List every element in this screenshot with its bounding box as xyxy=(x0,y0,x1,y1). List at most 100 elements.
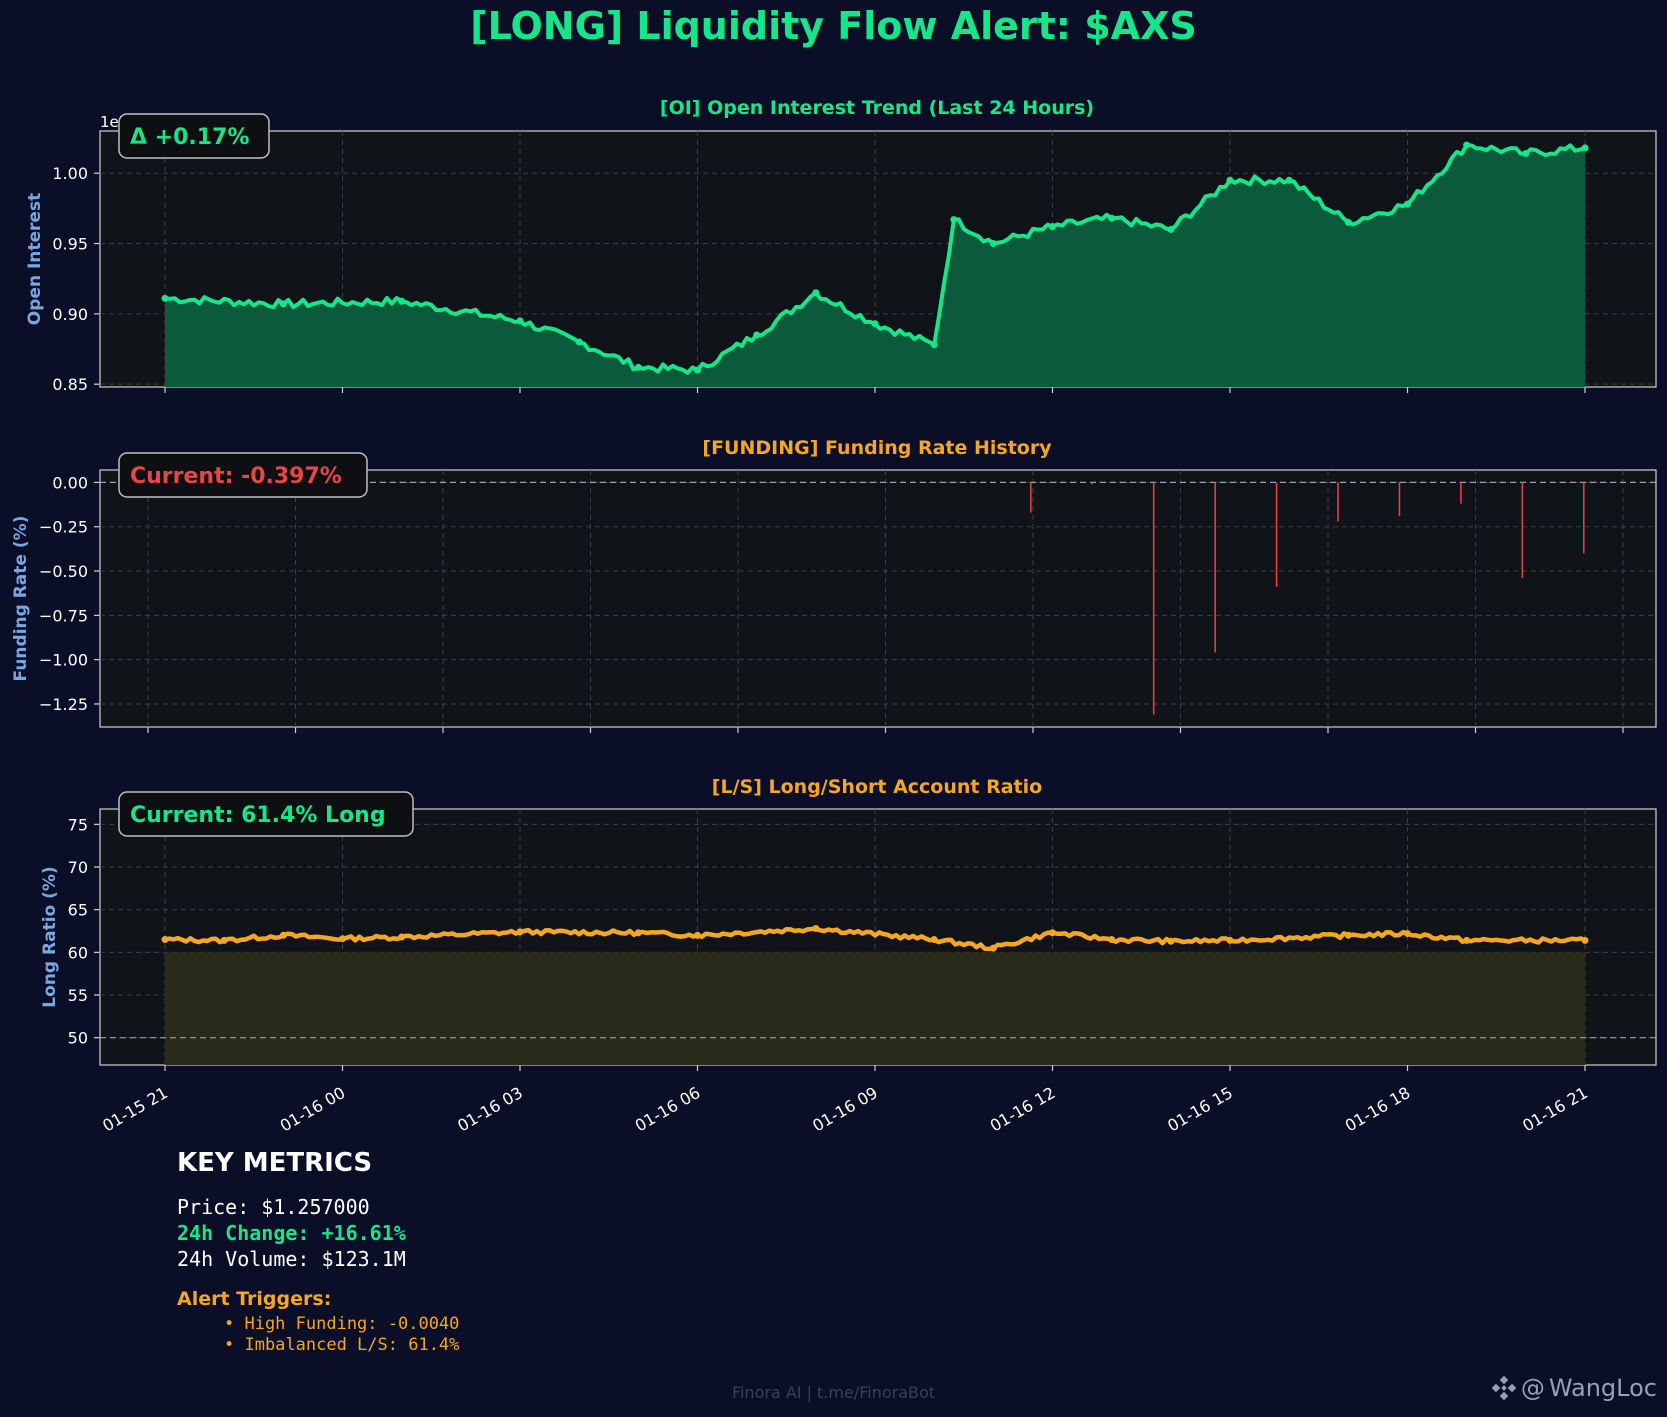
trigger-imbalanced-ls: • Imbalanced L/S: 61.4% xyxy=(224,1335,460,1355)
page-title: [LONG] Liquidity Flow Alert: $AXS xyxy=(470,4,1197,48)
oi-point xyxy=(1404,200,1411,208)
long-ratio-point xyxy=(1344,931,1352,939)
y-tick-label: 0.90 xyxy=(52,305,88,324)
y-tick-label: −1.00 xyxy=(39,651,88,670)
annotation-box xyxy=(118,452,368,498)
y-tick-label: 50 xyxy=(68,1029,88,1048)
annotation-box xyxy=(118,791,414,837)
long-ratio-point xyxy=(694,931,701,939)
annotation-text: Current: -0.397% xyxy=(130,464,342,489)
oi-point xyxy=(1344,218,1352,226)
oi-point xyxy=(930,341,938,349)
key-metrics-heading: KEY METRICS xyxy=(177,1148,373,1178)
oi-point xyxy=(634,363,642,371)
trigger-high-funding: • High Funding: -0.0040 xyxy=(224,1314,460,1334)
oi-point xyxy=(1049,223,1056,231)
x-tick-label: 01-16 06 xyxy=(632,1083,704,1135)
y-axis-label: Open Interest xyxy=(25,193,45,325)
oi-point xyxy=(1522,150,1530,158)
x-tick-label: 01-16 21 xyxy=(1519,1083,1591,1135)
oi-point xyxy=(1108,214,1116,222)
long-ratio-point xyxy=(161,936,169,944)
y-tick-label: 65 xyxy=(68,901,88,920)
chart-panel-1: 0.00 −0.25 −0.50 −0.75 −1.00 −1.25 Funding Rat… xyxy=(11,437,1657,733)
oi-point xyxy=(1285,176,1293,184)
price-metric: Price: $1.257000 xyxy=(177,1195,370,1219)
y-tick-label: −0.75 xyxy=(39,606,88,625)
oi-point xyxy=(161,294,169,302)
footer-credit: Finora AI | t.me/FinoraBot xyxy=(731,1383,936,1402)
chart-panel-2: 50 55 60 65 70 75 Long Ratio (%) [L/S] Long/Sho… xyxy=(40,776,1657,1071)
x-tick-label: 01-16 15 xyxy=(1164,1083,1236,1135)
y-axis-label: Funding Rate (%) xyxy=(11,516,31,682)
y-tick-label: 70 xyxy=(68,858,88,877)
change-metric: 24h Change: +16.61% xyxy=(177,1221,406,1245)
oi-point xyxy=(1226,176,1234,184)
y-tick-label: −1.25 xyxy=(39,695,88,714)
long-ratio-point xyxy=(634,929,642,937)
long-ratio-point xyxy=(989,944,997,952)
oi-point xyxy=(950,216,958,224)
long-ratio-point xyxy=(1226,936,1234,944)
volume-metric: 24h Volume: $123.1M xyxy=(177,1247,406,1271)
x-tick-label: 01-16 09 xyxy=(809,1083,881,1135)
alert-triggers-title: Alert Triggers: xyxy=(177,1288,332,1310)
x-tick-label: 01-16 12 xyxy=(987,1083,1059,1135)
oi-point xyxy=(694,366,701,374)
long-ratio-point xyxy=(930,936,938,944)
long-ratio-point xyxy=(516,928,524,936)
oi-point xyxy=(812,289,820,297)
at-symbol-icon: @ xyxy=(1520,1374,1545,1402)
x-tick-label: 01-15 21 xyxy=(99,1083,171,1135)
watermark-name: WangLoc xyxy=(1548,1374,1657,1402)
oi-point xyxy=(398,297,406,305)
oi-point xyxy=(1581,144,1589,152)
y-tick-label: −0.25 xyxy=(39,518,88,537)
oi-point xyxy=(753,331,761,339)
long-ratio-point xyxy=(1108,936,1116,944)
x-tick-label: 01-16 18 xyxy=(1342,1083,1414,1135)
x-tick-label: 01-16 00 xyxy=(277,1083,349,1135)
long-ratio-point xyxy=(1049,929,1056,937)
annotation-text: Δ +0.17% xyxy=(130,125,249,150)
long-ratio-point xyxy=(1581,936,1589,944)
y-tick-label: 55 xyxy=(68,986,88,1005)
oi-point xyxy=(989,240,997,248)
oi-point xyxy=(871,320,879,328)
long-ratio-point xyxy=(339,935,346,943)
y-tick-label: 0.85 xyxy=(52,375,88,394)
long-ratio-point xyxy=(1463,936,1471,944)
long-ratio-point xyxy=(1404,930,1411,938)
annotation-box xyxy=(118,113,270,159)
long-ratio-point xyxy=(398,933,406,941)
long-ratio-point xyxy=(279,931,287,939)
key-metrics-panel: KEY METRICS Price: $1.257000 24h Change:… xyxy=(177,1148,459,1356)
oi-point xyxy=(279,300,287,308)
chart-title: [OI] Open Interest Trend (Last 24 Hours) xyxy=(660,97,1094,119)
long-ratio-point xyxy=(220,936,228,944)
chart-title: [L/S] Long/Short Account Ratio xyxy=(712,776,1042,798)
y-tick-label: 0.95 xyxy=(52,235,88,254)
oi-area-fill xyxy=(165,145,1585,387)
y-axis-label: Long Ratio (%) xyxy=(40,866,60,1007)
x-tick-label: 01-16 03 xyxy=(454,1083,526,1135)
chart-title: [FUNDING] Funding Rate History xyxy=(702,437,1052,459)
watermark: @ WangLoc xyxy=(1491,1374,1657,1402)
chart-panel-0: 0.85 0.90 0.95 1.00 Open Interest [OI] Open I… xyxy=(25,97,1657,394)
y-tick-label: 1.00 xyxy=(52,164,88,183)
annotation-text: Current: 61.4% Long xyxy=(130,803,386,828)
y-tick-label: −0.50 xyxy=(39,562,88,581)
long-ratio-fill xyxy=(165,952,1585,1065)
y-tick-label: 0.00 xyxy=(52,473,88,492)
plot-area xyxy=(99,469,1657,728)
y-tick-label: 60 xyxy=(68,943,88,962)
binance-diamond-icon xyxy=(1491,1375,1517,1401)
oi-point xyxy=(516,317,524,325)
y-tick-label: 75 xyxy=(68,815,88,834)
long-ratio-point xyxy=(1167,937,1175,945)
oi-point xyxy=(575,338,583,346)
oi-point xyxy=(1167,225,1175,233)
long-ratio-point xyxy=(812,924,820,932)
oi-point xyxy=(1463,141,1471,149)
